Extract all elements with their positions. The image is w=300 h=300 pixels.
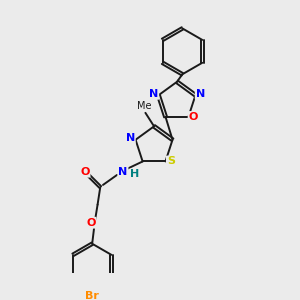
Text: N: N <box>126 134 135 143</box>
Text: S: S <box>167 157 175 166</box>
Text: Me: Me <box>137 101 151 111</box>
Text: Br: Br <box>85 290 99 300</box>
Text: H: H <box>130 169 139 179</box>
Text: N: N <box>118 167 128 177</box>
Text: N: N <box>196 89 205 99</box>
Text: N: N <box>149 89 158 99</box>
Text: O: O <box>189 112 198 122</box>
Text: O: O <box>80 167 90 177</box>
Text: O: O <box>86 218 95 228</box>
